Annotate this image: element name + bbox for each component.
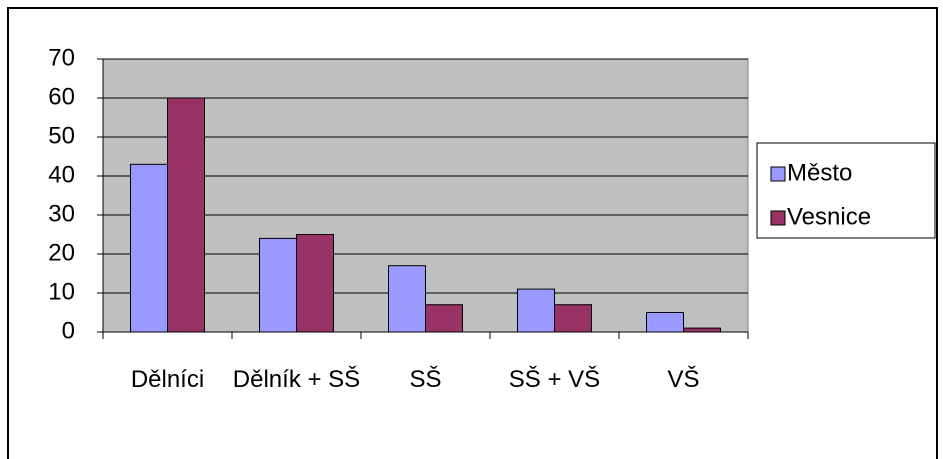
bar <box>167 97 205 333</box>
y-tick-label: 0 <box>62 317 75 344</box>
bar <box>259 237 297 333</box>
y-tick-label: 30 <box>48 200 75 227</box>
y-tick-label: 60 <box>48 83 75 110</box>
y-tick-label: 50 <box>48 122 75 149</box>
bar <box>646 312 684 333</box>
y-tick-label: 40 <box>48 161 75 188</box>
x-tick-label: Dělník + SŠ <box>232 366 361 393</box>
bar <box>296 234 334 333</box>
legend-label: Vesnice <box>787 203 871 230</box>
legend-label: Město <box>787 159 852 186</box>
legend-box <box>756 142 936 239</box>
y-tick-label: 70 <box>48 44 75 71</box>
x-tick-label: SŠ + VŠ <box>508 366 601 393</box>
bar <box>683 327 721 333</box>
x-tick-label: SŠ <box>409 366 442 393</box>
y-tick-label: 20 <box>48 239 75 266</box>
bar <box>388 265 426 333</box>
legend-swatch <box>770 210 786 226</box>
bar <box>554 304 592 333</box>
bar <box>130 163 168 333</box>
y-tick-label: 10 <box>48 278 75 305</box>
bar <box>517 288 555 333</box>
legend-swatch <box>770 166 786 182</box>
x-tick-label: Dělníci <box>130 366 205 393</box>
bar <box>425 304 463 333</box>
x-tick-label: VŠ <box>667 366 700 393</box>
